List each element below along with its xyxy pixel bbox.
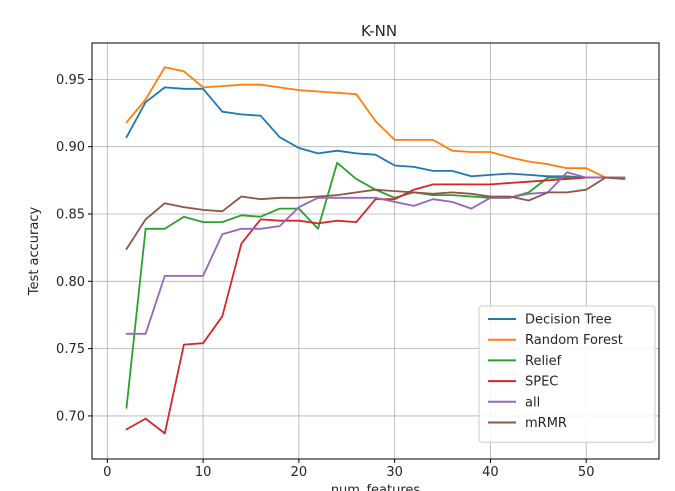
chart-title: K-NN — [361, 22, 397, 40]
y-axis: 0.70 0.75 0.80 0.85 0.90 0.95 — [56, 73, 92, 424]
series-line-spec — [125, 176, 626, 435]
legend-label: Random Forest — [525, 333, 623, 348]
legend-label: Relief — [525, 354, 562, 369]
x-tick-label: 30 — [386, 465, 403, 480]
grid — [92, 43, 659, 459]
y-tick-label: 0.70 — [56, 409, 85, 424]
x-tick-label: 20 — [291, 465, 308, 480]
x-axis: 0 10 20 30 40 50 — [103, 459, 594, 480]
series-line-random-forest — [125, 66, 626, 179]
y-tick-label: 0.85 — [56, 207, 85, 222]
plot-frame — [91, 42, 660, 460]
legend: Decision Tree Random Forest Relief SPEC all m… — [478, 305, 656, 443]
legend-label: mRMR — [525, 416, 567, 431]
series-line-mrmr — [125, 176, 626, 250]
y-tick-label: 0.80 — [56, 275, 85, 290]
legend-label: SPEC — [525, 375, 558, 390]
series-line-all — [125, 171, 626, 335]
series-layer — [125, 66, 626, 435]
legend-label: all — [525, 395, 540, 410]
y-tick-label: 0.90 — [56, 140, 85, 155]
y-axis-label: Test accuracy — [27, 207, 42, 297]
x-tick-label: 40 — [482, 465, 499, 480]
legend-box — [478, 305, 656, 443]
y-tick-label: 0.75 — [56, 342, 85, 357]
x-tick-label: 0 — [103, 465, 111, 480]
series-line-decision-tree — [125, 86, 626, 179]
x-axis-label: num_features — [331, 483, 421, 491]
y-tick-label: 0.95 — [56, 73, 85, 88]
x-tick-label: 10 — [195, 465, 212, 480]
legend-label: Decision Tree — [525, 313, 612, 328]
x-tick-label: 50 — [578, 465, 595, 480]
